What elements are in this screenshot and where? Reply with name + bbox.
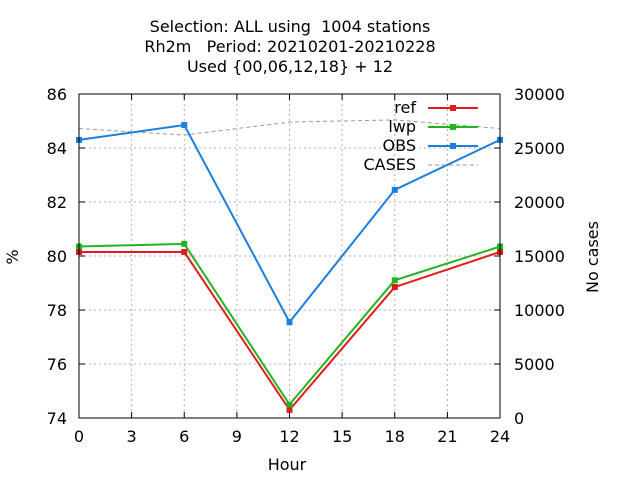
series-point-lwp [391,277,398,284]
series-point-lwp [286,401,293,408]
y-tick-label: 78 [47,301,67,320]
x-tick-label: 24 [490,427,510,446]
chart-title-line-3: Used {00,06,12,18} + 12 [186,57,394,76]
y-tick-label: 74 [47,409,67,428]
series-point-lwp [181,240,188,247]
y2-tick-label: 0 [514,409,524,428]
series-point-obs [181,122,188,129]
series-line-cases [78,119,501,136]
x-tick-label: 6 [179,427,189,446]
legend-marker-lwp [450,124,456,130]
series-point-ref [286,406,293,413]
y2-tick-label: 30000 [514,85,565,104]
legend-label-obs: OBS [383,136,416,155]
x-tick-label: 12 [279,427,299,446]
x-tick-label: 0 [74,427,84,446]
y-tick-label: 82 [47,193,67,212]
x-axis-label: Hour [268,455,307,474]
series-point-obs [286,319,293,326]
y2-tick-label: 25000 [514,139,565,158]
y2-tick-label: 20000 [514,193,565,212]
chart-title-line-2: Rh2m Period: 20210201-20210228 [144,37,436,56]
y-axis-label: % [3,249,22,264]
y-tick-label: 84 [47,139,67,158]
x-tick-label: 18 [385,427,405,446]
y-tick-label: 80 [47,247,67,266]
legend-label-lwp: lwp [388,117,416,136]
series-point-ref [391,284,398,291]
legend-marker-ref [450,105,456,111]
legend-label-cases: CASES [363,155,416,174]
y2-axis-label: No cases [583,221,602,293]
x-tick-label: 21 [437,427,457,446]
y-tick-label: 86 [47,85,67,104]
legend-marker-obs [450,143,456,149]
series-point-obs [391,186,398,193]
chart-title-line-1: Selection: ALL using 1004 stations [149,17,431,36]
x-tick-label: 15 [332,427,352,446]
legend-label-ref: ref [394,98,416,117]
y-tick-label: 76 [47,355,67,374]
x-tick-label: 3 [127,427,137,446]
y2-tick-label: 5000 [514,355,555,374]
series-point-ref [181,248,188,255]
y2-tick-label: 15000 [514,247,565,266]
x-tick-label: 9 [232,427,242,446]
y2-tick-label: 10000 [514,301,565,320]
